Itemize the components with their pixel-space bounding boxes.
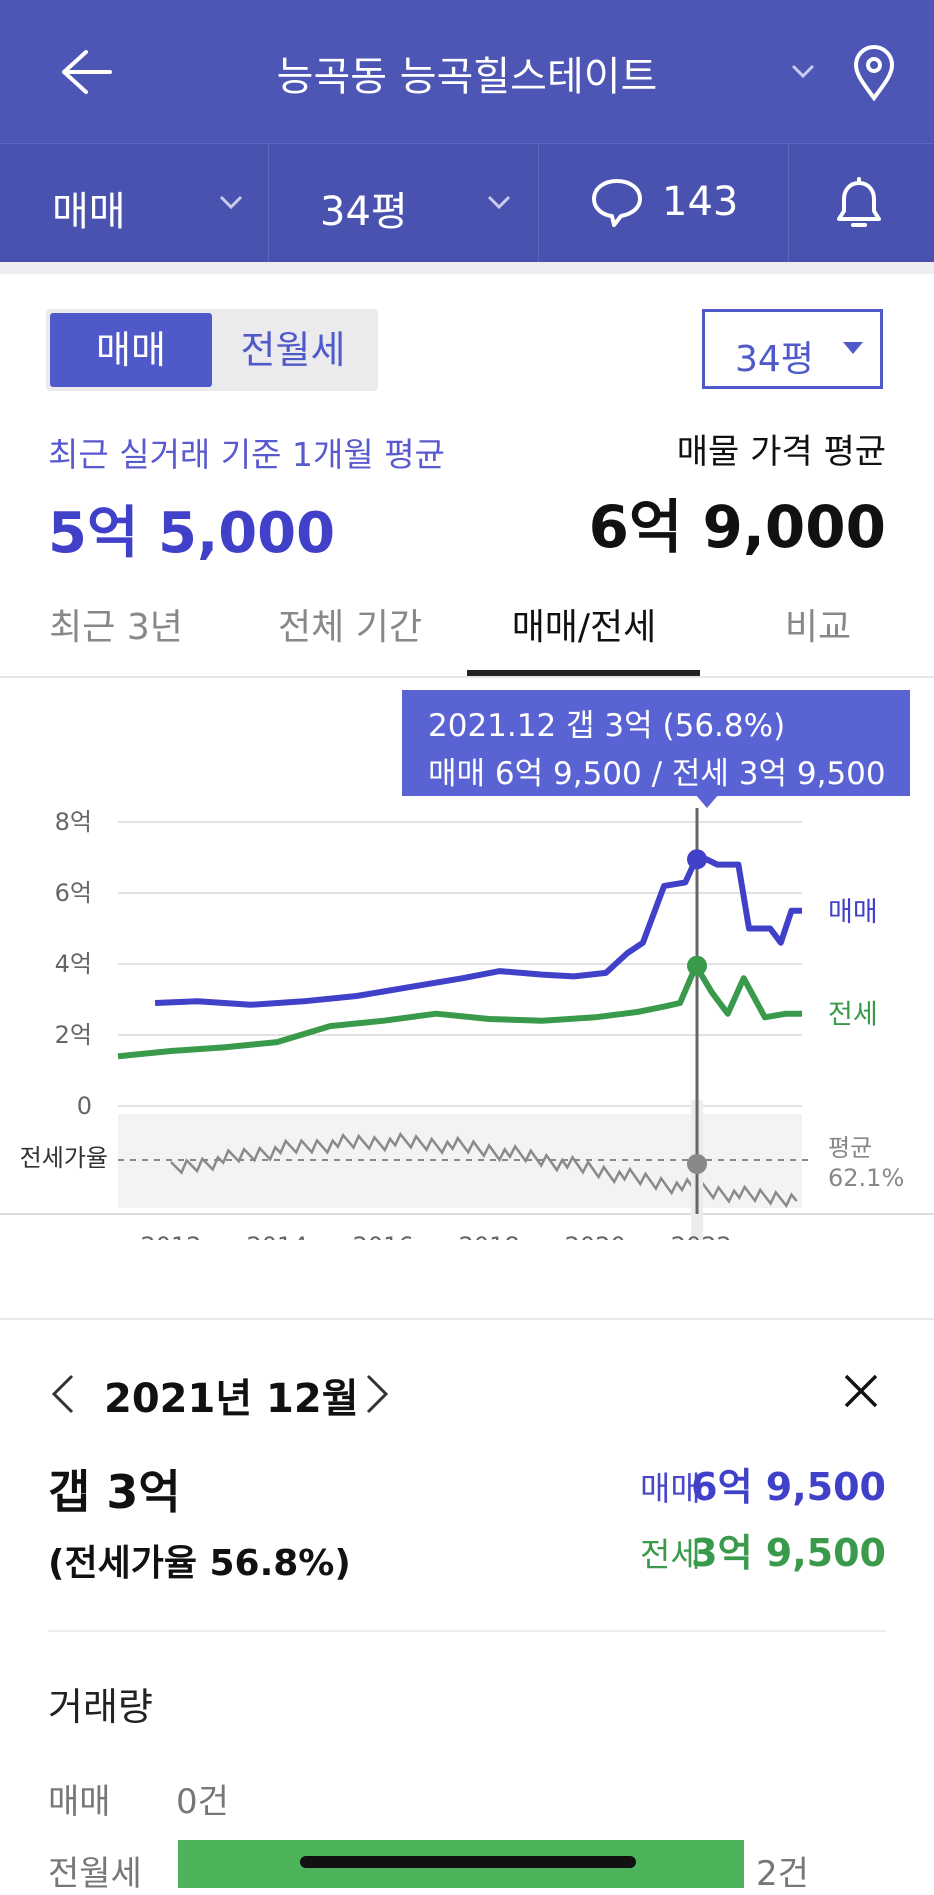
filter-bar	[0, 143, 934, 263]
chevron-left-icon[interactable]	[48, 1372, 78, 1416]
series-label-전세: 전세	[828, 1000, 878, 1031]
notification-button[interactable]	[788, 143, 934, 262]
comment-count: 143	[662, 179, 739, 225]
back-arrow-icon[interactable]	[60, 48, 114, 96]
y-tick-label: 2억	[55, 1021, 92, 1049]
rent-label: 전세	[640, 1535, 701, 1574]
volume-title: 거래량	[48, 1685, 153, 1729]
chevron-down-icon	[219, 195, 243, 210]
recent-avg-label: 최근 실거래 기준 1개월 평균	[48, 435, 445, 474]
volume-sale-label: 매매	[48, 1782, 111, 1822]
y-tick-label: 6억	[55, 879, 92, 907]
size-select[interactable]: 34평	[702, 309, 883, 389]
sale-label: 매매	[640, 1469, 701, 1508]
caret-down-icon	[843, 342, 863, 354]
chevron-down-icon[interactable]	[790, 62, 816, 80]
average-label: 평균	[828, 1134, 872, 1162]
listing-avg-label: 매물 가격 평균	[676, 432, 886, 472]
volume-rent-count: 2건	[756, 1854, 809, 1894]
y-tick-label: 0	[77, 1092, 92, 1120]
volume-sale-count: 0건	[176, 1782, 229, 1822]
chevron-down-icon	[487, 195, 511, 210]
tab-all-period[interactable]: 전체 기간	[278, 607, 422, 648]
trade-type-dropdown[interactable]: 매매	[0, 143, 269, 262]
section-divider	[0, 1318, 934, 1320]
tab-underline	[0, 676, 934, 678]
size-dropdown[interactable]: 34평	[268, 143, 539, 262]
trade-type-label: 매매	[52, 189, 126, 235]
x-tick-label: 2022	[671, 1232, 732, 1240]
ratio-label: 전세가율	[20, 1144, 108, 1172]
size-select-value: 34평	[735, 339, 814, 380]
segment-sale[interactable]: 매매	[50, 313, 212, 387]
tooltip-line-1: 2021.12 갭 3억 (56.8%)	[428, 708, 786, 744]
divider	[0, 262, 934, 274]
y-tick-label: 8억	[55, 808, 92, 836]
recent-avg-value: 5억 5,000	[48, 501, 336, 566]
x-tick-label: 2016	[353, 1232, 414, 1240]
highlight-dot-ratio	[687, 1154, 708, 1174]
series-line-전세	[117, 962, 802, 1060]
average-value: 62.1%	[828, 1164, 904, 1192]
tab-sale-rent[interactable]: 매매/전세	[511, 607, 657, 648]
y-tick-label: 4억	[55, 950, 92, 978]
close-icon[interactable]	[842, 1372, 880, 1410]
volume-rent-label: 전월세	[48, 1854, 142, 1894]
gap-value: 갭 3억	[48, 1465, 181, 1519]
tooltip-line-2: 매매 6억 9,500 / 전세 3억 9,500	[428, 756, 886, 792]
bell-icon	[837, 177, 881, 227]
location-pin-icon[interactable]	[852, 44, 896, 102]
series-label-매매: 매매	[828, 897, 878, 928]
tab-compare[interactable]: 비교	[784, 607, 852, 648]
speech-bubble-icon	[592, 179, 642, 227]
home-indicator[interactable]	[300, 1856, 636, 1868]
listing-avg-value: 6억 9,000	[588, 493, 886, 561]
highlight-dot-rent	[687, 955, 708, 976]
x-tick-label: 2020	[565, 1232, 626, 1240]
chevron-right-icon[interactable]	[362, 1372, 392, 1416]
sale-value: 6억 9,500	[691, 1465, 886, 1509]
divider	[48, 1630, 886, 1632]
series-line-매매	[154, 856, 802, 1008]
x-tick-label: 2012	[140, 1232, 201, 1240]
jeonse-ratio: (전세가율 56.8%)	[48, 1543, 351, 1584]
page-title: 능곡동 능곡힐스테이트	[276, 54, 658, 100]
detail-month: 2021년 12월	[104, 1376, 359, 1422]
tab-selected-indicator	[467, 670, 700, 676]
x-tick-label: 2018	[459, 1232, 520, 1240]
highlight-dot-sale	[687, 849, 708, 870]
rent-value: 3억 9,500	[691, 1531, 886, 1575]
tab-recent-3y[interactable]: 최근 3년	[49, 607, 183, 648]
top-app-bar	[0, 0, 934, 143]
x-tick-label: 2014	[247, 1232, 308, 1240]
comments-button[interactable]: 143	[538, 143, 789, 262]
size-label: 34평	[320, 189, 408, 235]
chart-tooltip: 2021.12 갭 3억 (56.8%) 매매 6억 9,500 / 전세 3억…	[402, 690, 910, 808]
segment-rent[interactable]: 전월세	[240, 328, 346, 372]
trade-segment-control: 매매 전월세	[46, 309, 378, 391]
